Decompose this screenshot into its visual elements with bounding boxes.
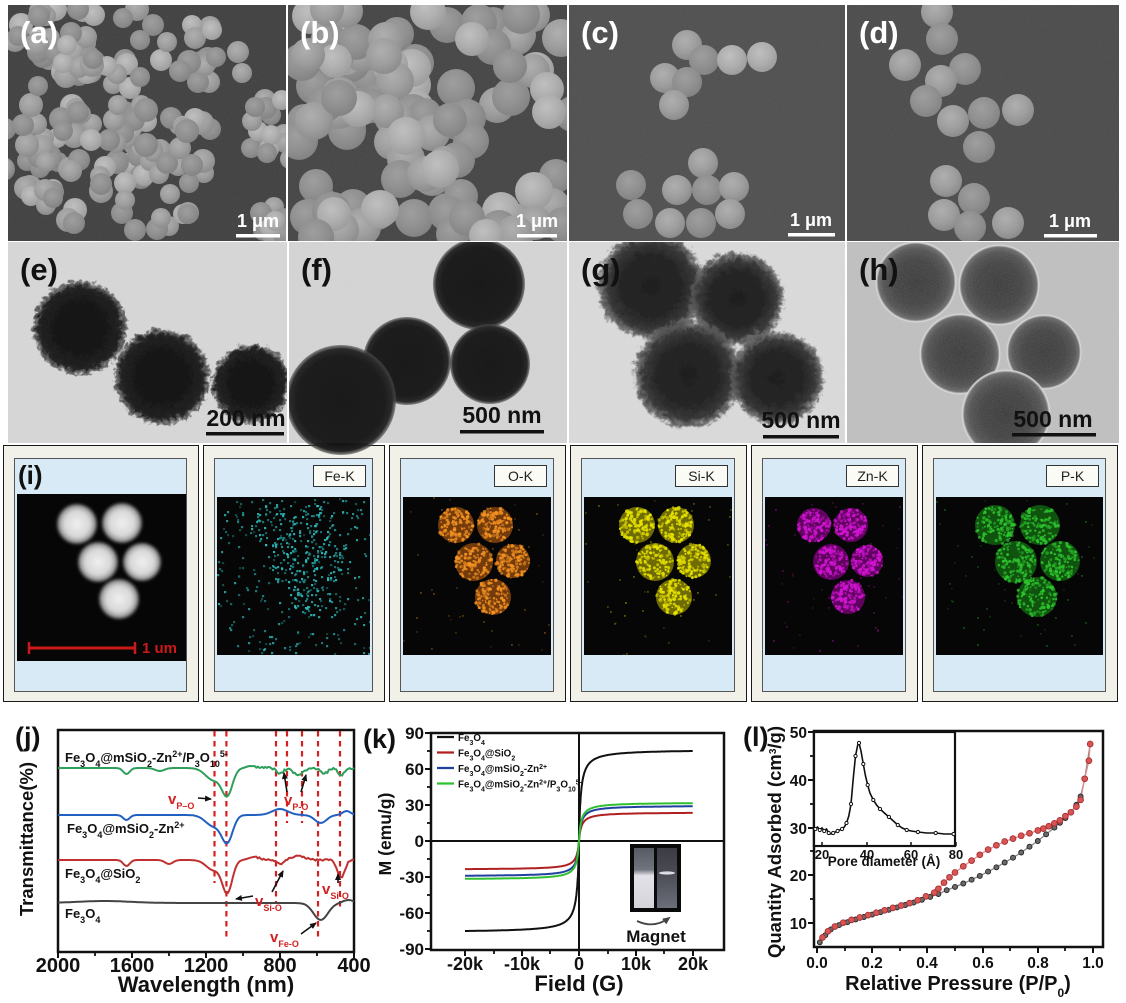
svg-text:(j): (j)	[15, 722, 40, 752]
svg-text:1 μm: 1 μm	[516, 211, 558, 231]
svg-text:500 nm: 500 nm	[462, 402, 541, 428]
svg-text:Fe3O4@mSiO2-Zn2+: Fe3O4@mSiO2-Zn2+	[67, 820, 184, 840]
svg-text:(g): (g)	[581, 252, 621, 287]
svg-text:(e): (e)	[20, 252, 58, 287]
svg-text:500 nm: 500 nm	[1013, 406, 1092, 432]
svg-text:Wavelength (nm): Wavelength (nm)	[118, 972, 294, 997]
svg-text:(b): (b)	[300, 15, 340, 50]
svg-text:(a): (a)	[20, 15, 58, 50]
svg-text:Fe3O4@SiO2: Fe3O4@SiO2	[458, 749, 515, 763]
svg-text:0.8: 0.8	[1027, 955, 1049, 972]
svg-text:60: 60	[405, 760, 424, 779]
svg-text:-30: -30	[399, 868, 424, 887]
svg-text:Fe3O4@mSiO2-Zn2+/P3O105-: Fe3O4@mSiO2-Zn2+/P3O105-	[65, 749, 228, 769]
svg-text:Relative Pressure (P/P0): Relative Pressure (P/P0)	[845, 973, 1071, 1000]
svg-text:Fe3O4@mSiO2-Zn2+/P3O105-: Fe3O4@mSiO2-Zn2+/P3O105-	[458, 779, 583, 793]
svg-text:200 nm: 200 nm	[206, 405, 285, 431]
svg-text:40: 40	[860, 847, 874, 862]
svg-text:10: 10	[790, 916, 807, 933]
svg-text:1 μm: 1 μm	[1049, 211, 1091, 231]
svg-text:vSi-O: vSi-O	[322, 881, 349, 901]
svg-text:(d): (d)	[859, 15, 899, 50]
svg-text:800: 800	[263, 955, 296, 977]
svg-text:Pore diameter (Å): Pore diameter (Å)	[828, 854, 941, 869]
svg-text:(h): (h)	[859, 252, 899, 287]
svg-text:0.0: 0.0	[806, 955, 828, 972]
svg-text:Magnet: Magnet	[626, 927, 686, 946]
svg-text:0.2: 0.2	[861, 955, 883, 972]
svg-text:1200: 1200	[184, 955, 229, 977]
svg-text:Fe3O4: Fe3O4	[458, 733, 485, 747]
svg-text:Quantity Adsorbed (cm3/g): Quantity Adsorbed (cm3/g)	[764, 726, 785, 958]
svg-text:(k): (k)	[363, 724, 396, 754]
svg-text:0: 0	[415, 832, 424, 851]
svg-text:10k: 10k	[621, 954, 652, 974]
svg-text:50: 50	[790, 725, 807, 742]
svg-text:-20k: -20k	[447, 954, 484, 974]
svg-text:40: 40	[790, 773, 807, 790]
svg-text:1 μm: 1 μm	[237, 211, 279, 231]
svg-text:M (emu/g): M (emu/g)	[375, 793, 395, 876]
svg-text:90: 90	[405, 724, 424, 743]
svg-text:(l): (l)	[743, 722, 768, 752]
svg-text:0: 0	[574, 954, 584, 974]
svg-text:1 um: 1 um	[142, 640, 177, 657]
svg-text:-90: -90	[399, 940, 424, 959]
svg-text:Fe3O4@mSiO2-Zn2+: Fe3O4@mSiO2-Zn2+	[458, 764, 547, 778]
svg-text:1.0: 1.0	[1082, 955, 1104, 972]
svg-text:20: 20	[790, 868, 807, 885]
svg-text:20: 20	[815, 847, 829, 862]
svg-text:vP-O: vP-O	[284, 792, 308, 812]
svg-text:vP–O: vP–O	[168, 791, 194, 811]
svg-text:500 nm: 500 nm	[761, 407, 840, 433]
svg-text:(f): (f)	[301, 252, 332, 287]
svg-text:20k: 20k	[678, 954, 709, 974]
svg-text:0.4: 0.4	[916, 955, 938, 972]
svg-text:-10k: -10k	[504, 954, 541, 974]
svg-text:80: 80	[949, 847, 963, 862]
svg-text:vSi-O: vSi-O	[255, 893, 282, 913]
svg-text:(c): (c)	[581, 15, 619, 50]
svg-text:2000: 2000	[36, 955, 81, 977]
svg-text:Transmittance(%): Transmittance(%)	[16, 762, 37, 916]
svg-text:Fe3O4: Fe3O4	[65, 906, 100, 925]
svg-text:1600: 1600	[110, 955, 155, 977]
svg-text:1 μm: 1 μm	[790, 210, 832, 230]
svg-text:Fe3O4@SiO2: Fe3O4@SiO2	[65, 866, 140, 885]
svg-text:Field (G): Field (G)	[534, 971, 623, 996]
svg-text:60: 60	[904, 847, 918, 862]
svg-text:vFe-O: vFe-O	[270, 929, 299, 949]
svg-text:400: 400	[337, 955, 370, 977]
svg-text:0.6: 0.6	[972, 955, 994, 972]
svg-text:30: 30	[405, 796, 424, 815]
svg-text:-60: -60	[399, 904, 424, 923]
svg-text:30: 30	[790, 821, 807, 838]
